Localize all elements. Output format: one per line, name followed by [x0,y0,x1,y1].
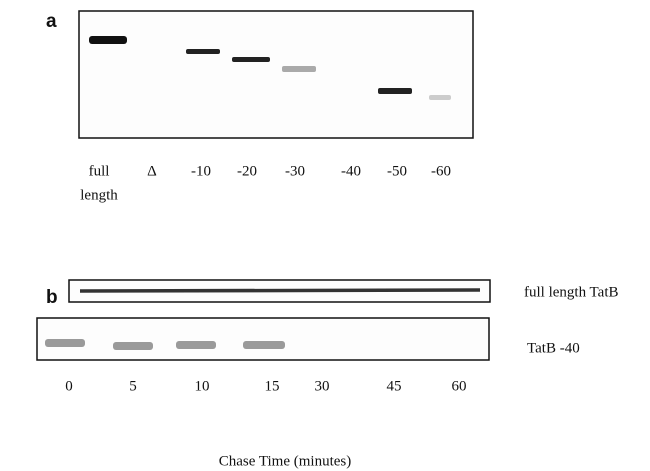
bands-a [89,36,451,100]
bands-b [45,339,285,350]
time-label: 30 [315,378,330,394]
lane-label: -60 [431,163,451,179]
row-label: full length TatB [524,284,619,300]
blot-a [78,10,474,139]
lane-label: full [89,163,110,179]
lane-label: -40 [341,163,361,179]
time-label: 0 [65,378,73,394]
blot-b-bottom [36,317,490,361]
band-row [79,288,481,293]
panel-label: b [46,287,58,308]
time-label: 60 [452,378,467,394]
time-label: 45 [387,378,402,394]
lane-label: length [80,187,118,203]
panel-label: a [46,11,57,32]
lane-label: -20 [237,163,257,179]
axis-title: Chase Time (minutes) [219,453,352,469]
time-label: 15 [265,378,280,394]
lane-label: -50 [387,163,407,179]
lane-label: -30 [285,163,305,179]
lane-label: -10 [191,163,211,179]
time-label: 5 [129,378,137,394]
row-label: TatB -40 [527,340,580,356]
lane-label: Δ [147,163,157,179]
time-label: 10 [195,378,210,394]
